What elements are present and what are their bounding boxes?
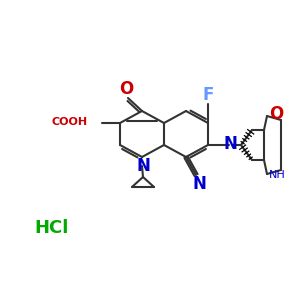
Text: F: F [202,86,214,104]
Text: O: O [269,105,283,123]
Text: N: N [136,157,150,175]
Text: COOH: COOH [52,117,88,127]
Text: O: O [119,80,133,98]
Text: NH: NH [268,170,285,180]
Text: HCl: HCl [35,219,69,237]
Text: N: N [192,175,206,193]
Text: N: N [223,135,237,153]
